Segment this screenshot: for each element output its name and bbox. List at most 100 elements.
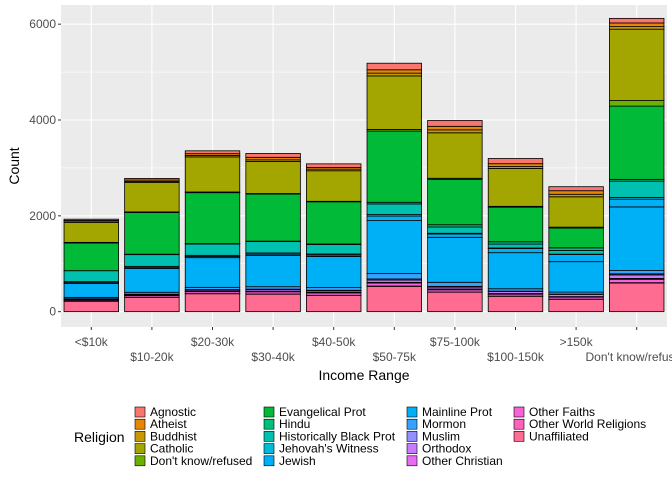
legend-key [134,431,146,442]
bar-segment [427,129,483,134]
bar-segment [487,167,544,207]
legend-label: Other World Religions [529,417,646,431]
legend-label: Jewish [279,454,316,468]
legend-label: Hindu [279,417,310,431]
bar-segment [609,198,665,208]
bar-segment [124,212,180,255]
bar-segment [609,17,665,24]
bar-segment [63,221,119,243]
bar-segment [487,248,544,254]
bar-segment [427,281,483,287]
bar-segment [184,192,241,245]
legend-key [513,406,525,418]
bar-segment [427,132,483,179]
bar-segment [124,254,180,267]
bar-segment [427,236,483,283]
bar-segment [609,180,665,198]
legend-label: Muslim [422,429,460,443]
y-tick-label: 4000 [29,113,56,127]
legend-key [513,418,525,430]
y-tick-label: 6000 [29,17,56,31]
bar-segment [306,256,362,289]
bar-segment [427,291,483,313]
legend-key [134,455,146,467]
bar-segment [63,218,119,221]
bar-segment [366,220,422,275]
bar-segment [306,244,362,255]
bar-segment [245,161,301,194]
bar-segment [184,257,241,288]
bar-segment [609,28,665,101]
bar-segment [609,100,665,107]
bar-segment [548,250,604,255]
bar-segment [609,274,665,279]
x-tick-label: $40-50k [312,335,356,349]
bar-segment [124,178,180,181]
bar-segment [124,268,180,293]
bar-segment [427,120,483,127]
bar-segment [306,170,362,202]
bar-segment [366,215,422,221]
bar-segment [306,287,362,291]
legend-key [134,406,146,418]
y-tick-label: 2000 [29,209,56,223]
bar-segment [548,196,604,228]
bar-segment [63,283,119,298]
bar-segment [245,293,301,313]
legend-label: Historically Black Prot [279,429,396,443]
bar-segment [487,206,544,243]
legend-key [134,418,146,430]
bar-segment [487,252,544,290]
bar-segment [548,186,604,192]
legend-key [406,431,418,442]
bar-segment [184,243,241,256]
x-tick-label: $50-75k [373,350,417,364]
legend-key [406,455,418,467]
bar-segment [245,254,301,288]
bar-segment [366,285,422,313]
legend-label: Mormon [422,417,466,431]
bar-segment [124,296,180,313]
bar-segment [184,293,241,313]
bar-segment [366,130,422,203]
bar-segment [427,226,483,234]
x-axis-title: Income Range [318,367,409,383]
bar-segment [609,278,665,284]
bar-segment [548,298,604,313]
legend-key [406,406,418,418]
bar-segment [487,243,544,249]
legend-key [263,406,275,418]
bar-segment [548,261,604,293]
legend-key [263,431,275,442]
bar-segment [548,227,604,249]
legend-label: Other Faiths [529,405,595,419]
legend-title: Religion [74,429,125,445]
bar-segment [63,242,119,272]
y-tick-label: 0 [49,305,56,319]
bar-segment [366,282,422,287]
legend-label: Other Christian [422,454,503,468]
bar-segment [184,150,241,155]
bar-segment [245,153,301,158]
bar-segment [487,158,544,165]
legend-key [406,443,418,454]
legend-label: Unaffiliated [529,429,589,443]
bar-segment [366,203,422,215]
legend-key [263,455,275,467]
bar-segment [487,295,544,313]
bar-segment [609,282,665,313]
x-tick-label: $75-100k [430,335,481,349]
bar-segment [609,22,665,28]
x-tick-label: $20-30k [191,335,235,349]
legend-label: Jehovah's Witness [279,442,379,456]
x-tick-label: $100-150k [487,350,545,364]
x-tick-label: $10-20k [130,350,174,364]
bar-segment [427,233,483,238]
x-axis: <$10k $10-20k $20-30k $30-40k $40-50k $50-75k… [75,327,672,364]
bar-segment [366,75,422,130]
x-tick-label: <$10k [75,335,109,349]
legend-label: Atheist [150,417,187,431]
y-axis-title: Count [6,147,22,184]
